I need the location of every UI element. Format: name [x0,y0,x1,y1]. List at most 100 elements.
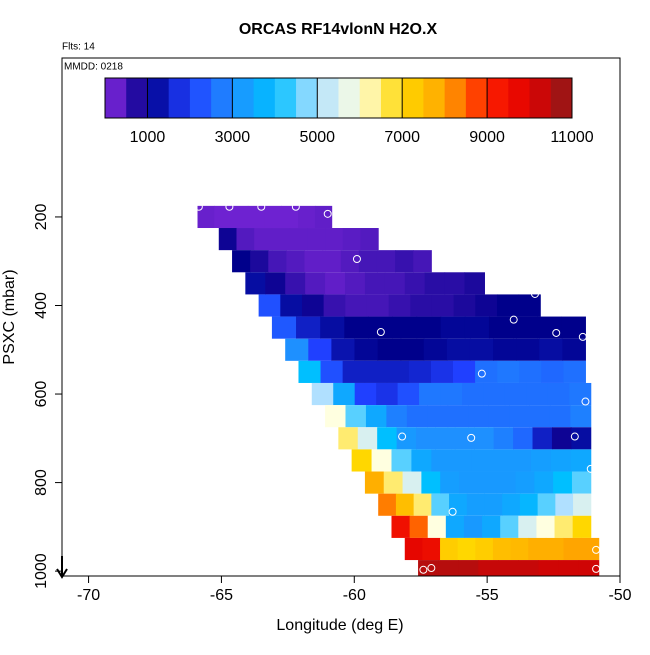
heat-cell [360,228,379,251]
heat-cell [493,338,517,361]
heatmap [197,205,600,576]
heat-cell [558,560,580,576]
heat-cell [271,316,297,339]
colorbar-tick-label: 3000 [215,129,251,146]
flight-point [427,564,436,573]
heat-cell [518,560,540,576]
heat-cell [333,382,356,406]
heat-cell [308,338,332,361]
heat-cell [265,272,286,295]
heat-cell [413,493,432,516]
heat-cell [519,493,539,516]
heat-cell [232,250,251,273]
heat-cell [331,338,355,361]
heat-cell [471,449,492,472]
heat-cell [537,493,556,516]
heat-cell [427,405,449,428]
heat-cell [445,515,465,538]
heat-cell [231,205,249,229]
heat-cell [397,382,420,406]
overlay: 1000 3000 5000 7000 9000 11000 [104,77,601,574]
heat-cell [500,515,519,538]
heat-cell [563,360,586,383]
colorbar-segment [465,78,488,118]
colorbar-segment [380,78,403,118]
heat-cell [551,427,572,450]
heat-cell [421,471,441,494]
heat-cell [550,449,572,472]
flight-point [509,315,518,324]
colorbar-segment [232,78,255,118]
heat-cell [342,360,366,383]
heat-cell [218,228,237,251]
colorbar-segment [105,78,127,118]
heat-cell [258,294,281,317]
heat-cell [323,294,346,317]
heat-cell [449,493,468,516]
heat-cell [408,360,432,383]
heat-cell [462,382,484,406]
heat-cell [364,360,388,383]
heat-cell [498,560,519,576]
heat-cell [285,272,306,295]
flight-point [398,432,407,441]
heat-cell [547,382,570,406]
heat-cell [250,250,269,273]
heat-cell [427,515,447,538]
colorbar-segment [189,78,212,118]
heat-cell [325,272,346,295]
heat-cell [409,515,429,538]
heat-cell [488,316,514,339]
colorbar-segment [296,78,318,118]
heat-cell [536,515,556,538]
heat-cell [515,471,535,494]
heat-cell [492,537,512,561]
colorbar-tick-label: 7000 [384,129,420,146]
heat-cell [247,205,266,229]
heat-cell [549,405,571,428]
heat-cell [325,405,346,428]
heat-cell [416,316,442,339]
heat-cell [453,360,476,383]
y-tick-label: 600 [33,381,50,408]
flight-point [419,565,428,574]
heat-cell [285,338,309,361]
flight-point [467,433,476,442]
flights-note: Flts: 14 [62,42,95,53]
heat-cell [245,272,266,295]
heat-cell [510,537,529,561]
heat-cell [475,537,494,561]
heat-cell [497,360,520,383]
heat-cell [519,360,542,383]
heat-cell [404,537,423,561]
heat-cell [314,205,333,229]
flight-point [570,432,579,441]
heat-cell [214,205,232,229]
heat-cell [562,338,586,361]
heat-cell [344,316,369,339]
heat-cell [311,382,334,406]
heat-cell [423,338,448,361]
heat-cell [561,316,586,339]
heat-cell [491,449,512,472]
heat-cell [530,449,552,472]
flight-point [552,328,561,337]
heat-cell [305,272,326,295]
heat-cell [570,405,592,428]
colorbar-segment [487,78,509,118]
heat-cell [342,228,361,251]
heat-cell [424,272,446,295]
colorbar-segment [402,78,424,118]
heat-cell [571,427,592,450]
flight-point [257,202,266,211]
heat-cell [298,205,316,229]
heat-cell [571,471,592,494]
flight-point [578,332,587,341]
chart-title: ORCAS RF14vlonN H2O.X [239,21,438,38]
heat-cell [529,405,551,428]
flight-point [225,202,234,211]
heat-cell [554,515,574,538]
colorbar-segment [444,78,467,118]
heat-cell [555,493,574,516]
heat-cell [440,382,463,406]
